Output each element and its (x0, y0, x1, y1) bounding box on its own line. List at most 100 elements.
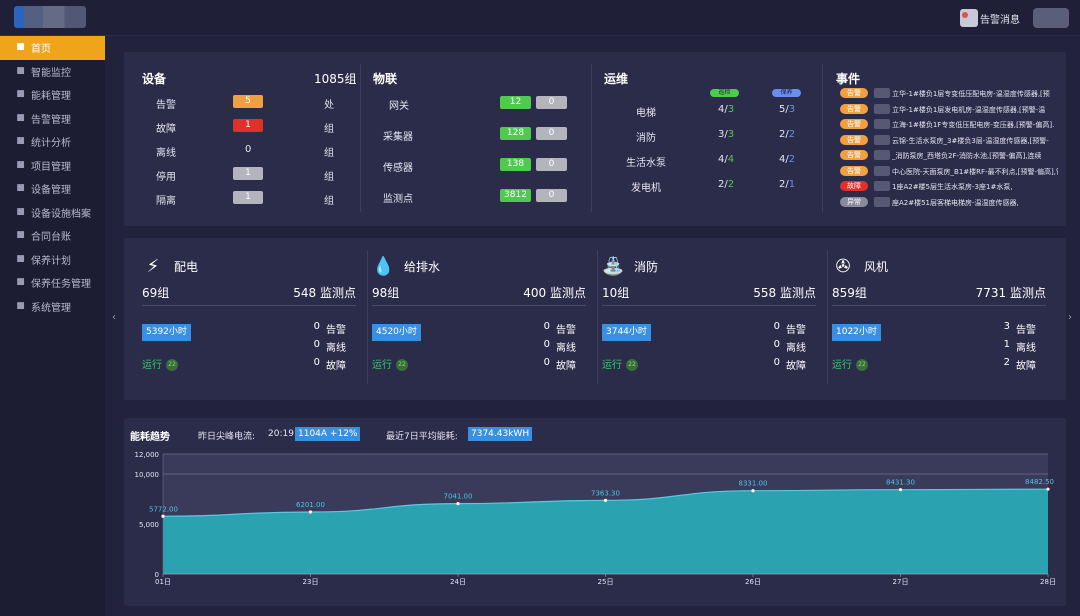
sidebar-item-label: 保养计划 (31, 255, 71, 267)
sidebar-item[interactable]: ■ 告警管理 (0, 107, 105, 131)
divider (832, 305, 1046, 306)
chevron-right-icon[interactable]: › (1068, 312, 1072, 323)
event-item[interactable]: 告警 中心医院-天面泵房_B1#楼RF-最不利点,[预警-偏高],管 (840, 165, 1058, 178)
category-fault-label: 故障 (326, 361, 346, 372)
category-card[interactable]: 💧 给排水 98组 400 监测点 4520小时 运行 22 0 告警 0 离线 0 故障 (372, 238, 592, 400)
device-row-value[interactable]: 0 (245, 144, 252, 155)
ops-slash: / (785, 129, 789, 140)
event-item[interactable]: 告警 云锦-生活水泵房_3#楼负3层-温湿度传感器,[预警- (840, 134, 1058, 147)
device-row-value[interactable]: 5 (233, 95, 263, 108)
event-item[interactable]: 告警 立华-1#楼负1层专变低压配电房-温湿度传感器,[预 (840, 88, 1058, 100)
data-label: 7041.00 (444, 493, 473, 501)
sidebar-item[interactable]: ■ 智能监控 (0, 60, 105, 84)
sidebar-item[interactable]: ■ 保养计划 (0, 248, 105, 272)
running-count: 22 (856, 359, 868, 371)
alarm-icon: ■ (16, 112, 25, 123)
project-icon: ■ (16, 159, 25, 170)
iot-row-label: 传感器 (383, 163, 413, 174)
category-offline-label: 离线 (1016, 343, 1036, 354)
category-card[interactable]: ⚡ 配电 69组 548 监测点 5392小时 运行 22 0 告警 0 离线 0 故障 (142, 238, 362, 400)
x-tick-label: 26日 (745, 578, 761, 586)
running-status: 运行 22 (832, 356, 868, 371)
y-tick-label: 0 (155, 571, 159, 579)
event-text: _消防泵房_西塔负2F-消防水池,[预警-偏高],连续 (892, 152, 1042, 160)
running-count: 22 (626, 359, 638, 371)
event-type-badge: 告警 (840, 103, 868, 114)
ops-ratio[interactable]: 2/1 (779, 179, 795, 190)
ops-ratio[interactable]: 2/2 (779, 129, 795, 140)
ops-ratio[interactable]: 4/3 (718, 104, 734, 115)
device-row-value[interactable]: 1 (233, 191, 263, 204)
sidebar-item[interactable]: ■ 保养任务管理 (0, 271, 105, 295)
ops-ratio[interactable]: 5/3 (779, 104, 795, 115)
iot-offline-count[interactable]: 0 (536, 189, 567, 202)
running-status: 运行 22 (142, 356, 178, 371)
category-card[interactable]: ⛲ 消防 10组 558 监测点 3744小时 运行 22 0 告警 0 离线 0 故障 (602, 238, 822, 400)
ops-slash: / (724, 104, 728, 115)
category-fault-count: 0 (313, 357, 320, 368)
device-row-value[interactable]: 1 (233, 167, 263, 180)
sidebar-item-label: 首页 (31, 44, 51, 56)
event-item[interactable]: 告警 _消防泵房_西塔负2F-消防水池,[预警-偏高],连续 (840, 150, 1058, 162)
sidebar-item[interactable]: ■ 项目管理 (0, 154, 105, 178)
sidebar-item[interactable]: ■ 统计分析 (0, 130, 105, 154)
x-tick-label: 01日 (155, 578, 171, 586)
ops-ratio[interactable]: 4/4 (718, 154, 734, 165)
alarm-messages-link[interactable]: 告警消息 (960, 8, 1020, 28)
divider (827, 250, 828, 384)
category-fault-label: 故障 (786, 361, 806, 372)
device-row-unit: 组 (324, 124, 334, 135)
category-alarm-count: 3 (1003, 321, 1010, 332)
running-status: 运行 22 (372, 356, 408, 371)
event-item[interactable]: 异常 座A2#楼51层客梯电梯房-温湿度传感器, (840, 196, 1058, 209)
ops-ratio[interactable]: 2/2 (718, 179, 734, 190)
iot-online-count[interactable]: 128 (500, 127, 531, 140)
divider (360, 64, 361, 212)
iot-offline-count[interactable]: 0 (536, 127, 567, 140)
event-item[interactable]: 告警 立华-1#楼负1层发电机房-温湿度传感器,[预警-温 (840, 103, 1058, 116)
sidebar-item-label: 智能监控 (31, 67, 71, 79)
ops-done: 2 (779, 179, 786, 190)
category-groups: 859组 (832, 286, 867, 300)
device-row-label: 告警 (156, 100, 176, 111)
event-text: 立海-1#楼负1F专变低压配电房-变压器,[预警-偏高]. (892, 121, 1055, 129)
data-point (456, 501, 460, 506)
iot-online-count[interactable]: 3812 (500, 189, 531, 202)
category-title: 给排水 (404, 260, 441, 274)
plan-icon: ■ (16, 253, 25, 264)
ops-slash: / (724, 154, 728, 165)
monitor-icon: ■ (16, 65, 25, 76)
iot-title: 物联 (373, 72, 398, 86)
event-item[interactable]: 告警 立海-1#楼负1F专变低压配电房-变压器,[预警-偏高]. (840, 119, 1058, 131)
data-point (308, 510, 313, 514)
device-row-unit: 组 (324, 148, 334, 159)
sidebar-item[interactable]: ■ 设备设施档案 (0, 201, 105, 225)
category-card[interactable]: ✇ 风机 859组 7731 监测点 1022小时 运行 22 3 告警 1 离线 2 故障 (832, 238, 1052, 400)
chevron-left-icon[interactable]: ‹ (112, 312, 116, 323)
sidebar-item[interactable]: ■ 合同台账 (0, 224, 105, 248)
ops-ratio[interactable]: 4/2 (779, 154, 795, 165)
events-section: 事件 告警 立华-1#楼负1层专变低压配电房-温湿度传感器,[预 告警 立华-1#楼负… (836, 52, 1058, 226)
running-hours: 4520小时 (372, 324, 421, 341)
sidebar-item[interactable]: ■ 首页 (0, 36, 105, 60)
sidebar-item[interactable]: ■ 系统管理 (0, 295, 105, 319)
data-point (898, 488, 903, 492)
category-panel: ⚡ 配电 69组 548 监测点 5392小时 运行 22 0 告警 0 离线 0 故障 💧 给排水 98组 4… (124, 238, 1066, 400)
ops-slash: / (785, 104, 789, 115)
sidebar-item[interactable]: ■ 设备管理 (0, 177, 105, 201)
category-alarm-count: 0 (313, 321, 320, 332)
lightning-icon: ⚡ (146, 256, 160, 277)
event-item[interactable]: 故障 1座A2#楼5层生活水泵房-3座1#水泵, (840, 181, 1058, 193)
user-avatar[interactable] (1033, 8, 1069, 28)
iot-online-count[interactable]: 138 (500, 158, 531, 171)
sidebar-item-label: 合同台账 (31, 232, 71, 244)
sidebar-item[interactable]: ■ 能耗管理 (0, 83, 105, 107)
iot-offline-count[interactable]: 0 (536, 158, 567, 171)
device-row-value[interactable]: 1 (233, 119, 263, 132)
running-hours: 3744小时 (602, 324, 651, 341)
category-fault-count: 0 (773, 357, 780, 368)
iot-online-count[interactable]: 12 (500, 96, 531, 109)
iot-offline-count[interactable]: 0 (536, 96, 567, 109)
event-text: 中心医院-天面泵房_B1#楼RF-最不利点,[预警-偏高],管 (892, 167, 1058, 176)
ops-ratio[interactable]: 3/3 (718, 129, 734, 140)
